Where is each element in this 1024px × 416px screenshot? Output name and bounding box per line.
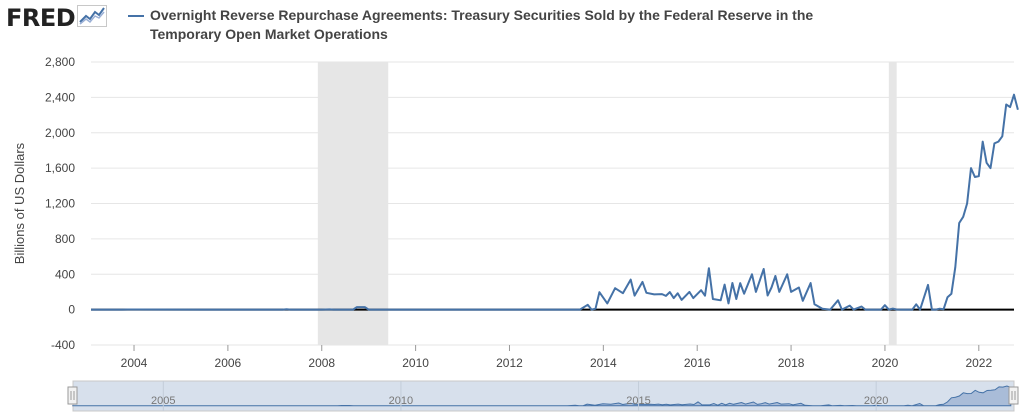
x-tick-label: 2010 — [402, 356, 429, 370]
x-tick-label: 2020 — [872, 356, 899, 370]
y-tick-label: 1,600 — [45, 161, 75, 175]
navigator-tick-label: 2015 — [626, 395, 650, 407]
navigator-tick-label: 2020 — [864, 395, 888, 407]
y-tick-label: 0 — [68, 303, 75, 317]
y-tick-label: 1,200 — [45, 197, 75, 211]
y-tick-label: 2,800 — [45, 55, 75, 69]
chart-header: FRED Overnight Reverse Repurchase Agreem… — [0, 0, 1024, 52]
y-tick-label: 2,400 — [45, 90, 75, 104]
y-tick-label: 2,000 — [45, 126, 75, 140]
x-tick-label: 2018 — [778, 356, 805, 370]
fred-chart-logo-icon — [77, 4, 108, 32]
logo-text: FRED — [6, 4, 76, 32]
y-tick-label: 800 — [55, 232, 75, 246]
handle-grip — [1008, 386, 1019, 405]
series-line — [91, 93, 1019, 311]
x-tick-label: 2016 — [684, 356, 711, 370]
handle-grip — [67, 386, 78, 405]
x-tick-label: 2022 — [965, 356, 992, 370]
x-tick-label: 2004 — [121, 356, 148, 370]
x-tick-label: 2014 — [590, 356, 617, 370]
navigator-tick-label: 2005 — [151, 395, 175, 407]
x-tick-label: 2012 — [496, 356, 523, 370]
x-tick-label: 2008 — [308, 356, 335, 370]
y-tick-label: -400 — [51, 338, 75, 352]
chart-title: Overnight Reverse Repurchase Agreements:… — [150, 7, 814, 42]
navigator-series — [72, 385, 1012, 407]
x-tick-label: 2006 — [215, 356, 242, 370]
fred-logo[interactable]: FRED — [6, 4, 108, 32]
navigator-right-handle[interactable] — [1008, 386, 1019, 405]
navigator-tick-label: 2010 — [389, 395, 413, 407]
legend-swatch — [128, 15, 144, 17]
navigator-left-handle[interactable] — [67, 386, 78, 405]
y-axis-label: Billions of US Dollars — [12, 142, 27, 264]
y-tick-label: 400 — [55, 267, 75, 281]
